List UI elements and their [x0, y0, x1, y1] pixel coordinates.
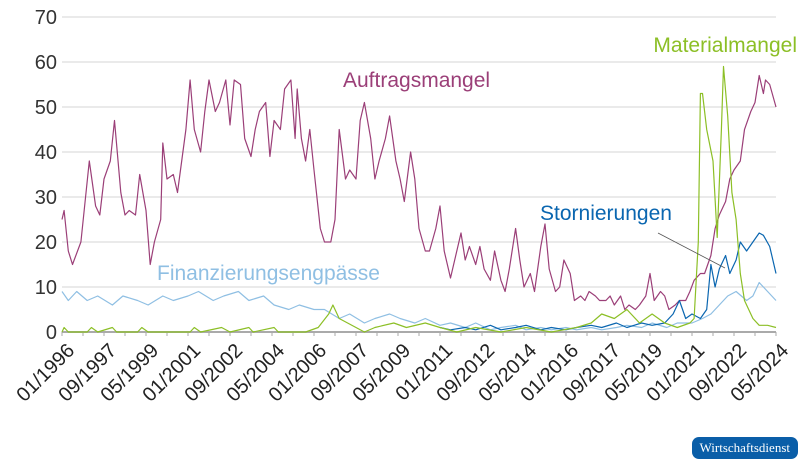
stornierungen-pointer-line [657, 232, 726, 269]
y-tick-label: 60 [35, 52, 57, 74]
y-tick-label: 0 [46, 322, 57, 344]
y-tick-label: 20 [35, 232, 57, 254]
y-tick-label: 40 [35, 142, 57, 164]
label-finanzierungsengpaesse: Finanzierungsengpässe [157, 262, 380, 285]
label-materialmangel: Materialmangel [653, 34, 797, 57]
y-tick-label: 10 [35, 277, 57, 299]
y-tick-label: 30 [35, 187, 57, 209]
y-tick-label: 50 [35, 97, 57, 119]
series-line-stornierungen [439, 232, 777, 331]
label-stornierungen: Stornierungen [540, 202, 672, 225]
series-line-finanzierungsengpaesse [61, 281, 777, 331]
wirtschaftsdienst-logo: Wirtschaftsdienst [691, 437, 798, 459]
label-auftragsmangel: Auftragsmangel [343, 69, 490, 92]
series-line-materialmangel [61, 65, 777, 333]
y-tick-label: 70 [35, 7, 57, 29]
series-line-auftragsmangel [61, 74, 777, 311]
